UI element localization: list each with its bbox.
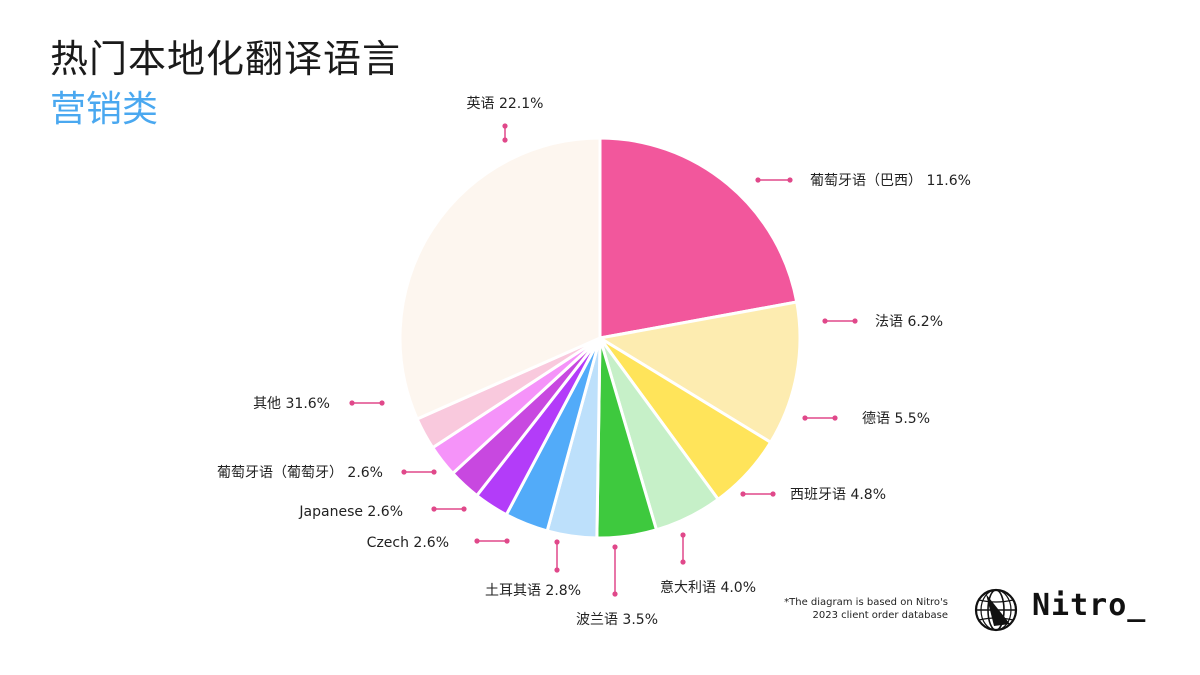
slice-label: 英语 22.1% (467, 95, 544, 112)
chart-title: 热门本地化翻译语言 (50, 37, 402, 81)
slice-label: 西班牙语 4.8% (790, 487, 886, 503)
leader-dot (832, 415, 838, 421)
leader-dot (612, 591, 618, 597)
leader-dot (379, 400, 385, 406)
leader-dot (787, 177, 793, 183)
leader-dot (401, 469, 407, 475)
leader-dot (502, 137, 508, 143)
footnote-line-1: *The diagram is based on Nitro's (784, 597, 948, 608)
leader-dot (612, 544, 618, 550)
chart-subtitle: 营销类 (50, 89, 159, 130)
brand-logo-text: Nitro_ (1032, 588, 1147, 623)
leader-dot (755, 177, 761, 183)
footnote-line-2: 2023 client order database (812, 610, 948, 621)
leader-dot (431, 469, 437, 475)
slice-label: 葡萄牙语（巴西） 11.6% (810, 173, 971, 189)
leader-dot (554, 539, 560, 545)
leader-dot (474, 538, 480, 544)
slice-label: 土耳其语 2.8% (485, 583, 581, 599)
globe-icon (974, 588, 1018, 632)
slice-label: 波兰语 3.5% (576, 612, 658, 628)
leader-dot (431, 506, 437, 512)
slice-label: 德语 5.5% (862, 411, 930, 427)
slice-label: 法语 6.2% (875, 314, 943, 330)
leader-dot (461, 506, 467, 512)
leader-dot (802, 415, 808, 421)
leader-dot (680, 532, 686, 538)
slice-label: 葡萄牙语（葡萄牙） 2.6% (217, 465, 383, 481)
leader-dot (504, 538, 510, 544)
leader-dot (770, 491, 776, 497)
pie-slice (598, 136, 799, 340)
pie-slice (398, 136, 602, 421)
leader-dot (740, 491, 746, 497)
slice-label: 其他 31.6% (253, 396, 330, 412)
leader-dot (502, 123, 508, 129)
pie-slice (598, 300, 802, 444)
slice-label: Czech 2.6% (367, 535, 449, 551)
slice-label: 意大利语 4.0% (660, 579, 756, 596)
leader-dot (852, 318, 858, 324)
leader-dot (349, 400, 355, 406)
footnote: *The diagram is based on Nitro's 2023 cl… (772, 596, 948, 622)
leader-dot (680, 559, 686, 565)
leader-dot (554, 567, 560, 573)
slice-label: Japanese 2.6% (298, 504, 403, 520)
leader-dot (822, 318, 828, 324)
